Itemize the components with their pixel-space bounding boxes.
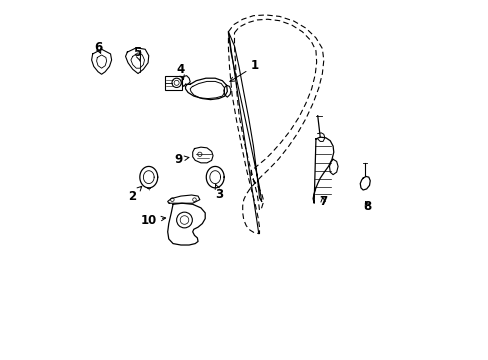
Text: 8: 8 — [363, 200, 371, 213]
Text: 4: 4 — [176, 63, 184, 80]
Text: 5: 5 — [133, 46, 141, 62]
Bar — [165, 76, 182, 90]
Text: 3: 3 — [215, 184, 223, 201]
Text: 10: 10 — [141, 213, 165, 226]
Text: 1: 1 — [229, 59, 259, 81]
Text: 2: 2 — [128, 186, 142, 203]
Text: 9: 9 — [174, 153, 188, 166]
Text: 6: 6 — [94, 41, 102, 54]
Text: 7: 7 — [318, 195, 326, 208]
